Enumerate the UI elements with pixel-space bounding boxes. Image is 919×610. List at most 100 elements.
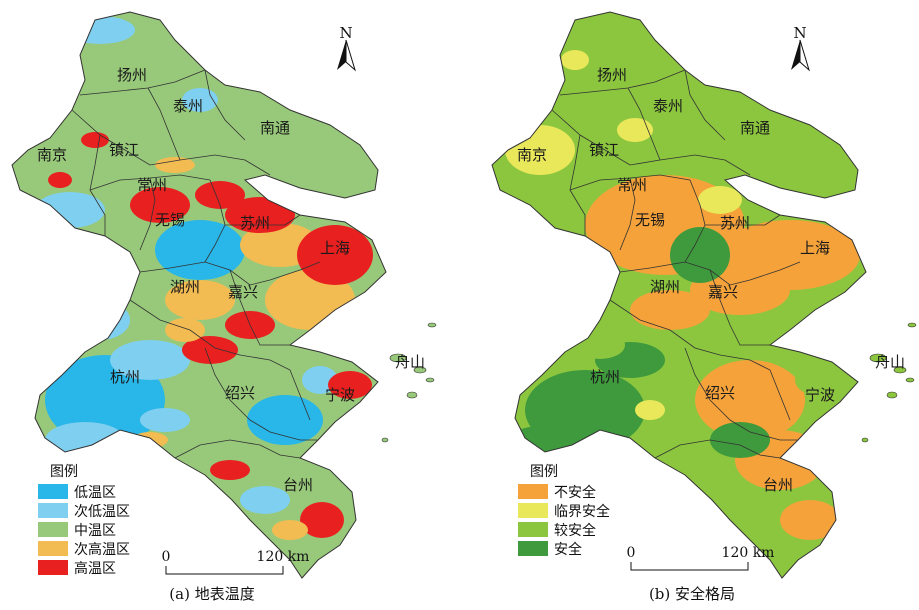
island <box>425 377 435 383</box>
city-border <box>619 177 636 251</box>
patch-次低温区 <box>110 340 190 380</box>
island <box>907 322 917 328</box>
legend-label: 不安全 <box>554 484 596 501</box>
city-border <box>551 109 751 176</box>
patch-高温区 <box>300 502 344 538</box>
patch-次高温区 <box>272 520 308 540</box>
scale-bar: 0 120 km <box>627 545 775 571</box>
city-border <box>174 439 301 459</box>
city-border <box>147 87 181 161</box>
patch-次高温区 <box>165 280 235 320</box>
patch-临界安全 <box>617 118 653 142</box>
scale-end: 120 km <box>722 545 775 561</box>
legend-label: 高温区 <box>74 560 116 577</box>
city-border <box>719 354 791 421</box>
city-border <box>225 214 301 226</box>
legend-swatch <box>518 484 548 499</box>
city-border <box>609 299 721 356</box>
patch-高温区 <box>210 460 250 480</box>
patch-次高温区 <box>155 157 195 173</box>
patch-高温区 <box>328 371 372 399</box>
island <box>893 366 907 374</box>
legend-swatch <box>518 503 548 518</box>
city-label: 宁波 <box>805 386 835 404</box>
city-label: 南通 <box>740 119 770 137</box>
city-label: 台州 <box>763 476 793 494</box>
island <box>381 437 389 443</box>
patch-高温区 <box>225 197 295 233</box>
city-label: 苏州 <box>240 214 270 232</box>
patch-临界安全 <box>561 50 589 70</box>
legend-title: 图例 <box>530 464 558 480</box>
region-outline <box>491 11 867 579</box>
north-label: N <box>339 24 352 42</box>
city-label: 上海 <box>800 239 830 257</box>
island <box>905 377 915 383</box>
islands <box>381 322 437 443</box>
city-border <box>684 347 798 441</box>
city-label: 舟山 <box>395 353 425 371</box>
city-label: 湖州 <box>650 278 680 296</box>
legend-label: 次低温区 <box>74 504 130 520</box>
island <box>886 391 898 399</box>
scale-zero: 0 <box>162 549 171 565</box>
city-label: 无锡 <box>155 211 185 229</box>
north-arrow-left-icon <box>337 40 346 70</box>
patch-低温区 <box>247 395 323 445</box>
city-label: 扬州 <box>117 66 147 84</box>
city-label: 泰州 <box>173 97 203 115</box>
patch-不安全 <box>780 500 840 540</box>
scale-end: 120 km <box>257 549 310 565</box>
patch-高温区 <box>297 225 373 285</box>
city-label: 舟山 <box>875 353 905 371</box>
legend-swatch <box>518 541 548 556</box>
patch-次低温区 <box>240 486 290 514</box>
city-border <box>627 87 661 161</box>
patch-高温区 <box>195 181 245 209</box>
city-label: 杭州 <box>110 368 140 386</box>
patch-次低温区 <box>40 238 80 262</box>
legend-swatch <box>38 522 68 537</box>
city-label: 镇江 <box>109 141 139 159</box>
city-border <box>129 299 241 356</box>
patch-较安全 <box>795 364 845 396</box>
island <box>861 437 869 443</box>
city-label: 绍兴 <box>705 384 735 402</box>
city-border <box>619 261 801 286</box>
city-borders <box>71 69 321 459</box>
island <box>413 366 427 374</box>
city-border <box>71 109 271 176</box>
scale-zero: 0 <box>627 545 636 561</box>
patch-次低温区 <box>182 88 218 112</box>
city-label: 南京 <box>517 146 547 164</box>
city-label: 杭州 <box>590 368 620 386</box>
city-label: 泰州 <box>653 97 683 115</box>
legend-swatch <box>518 522 548 537</box>
city-border <box>229 269 290 346</box>
city-border <box>684 69 726 141</box>
north-arrow-right-icon <box>345 39 356 72</box>
city-label: 宁波 <box>325 386 355 404</box>
islands <box>861 322 917 443</box>
legend-label: 中温区 <box>74 523 116 539</box>
city-border <box>139 261 321 286</box>
city-label: 苏州 <box>720 214 750 232</box>
patch-安全 <box>710 422 770 458</box>
patch-临界安全 <box>635 400 665 420</box>
patch-不安全 <box>630 290 710 330</box>
city-label: 嘉兴 <box>708 283 738 301</box>
legend-label: 较安全 <box>554 522 596 539</box>
city-border <box>204 347 318 441</box>
patch-较安全 <box>575 331 625 359</box>
patch-次低温区 <box>70 300 130 340</box>
north-arrow-left-icon <box>791 40 800 70</box>
patch-安全 <box>670 227 730 283</box>
island <box>427 322 437 328</box>
patch-临界安全 <box>698 186 742 214</box>
